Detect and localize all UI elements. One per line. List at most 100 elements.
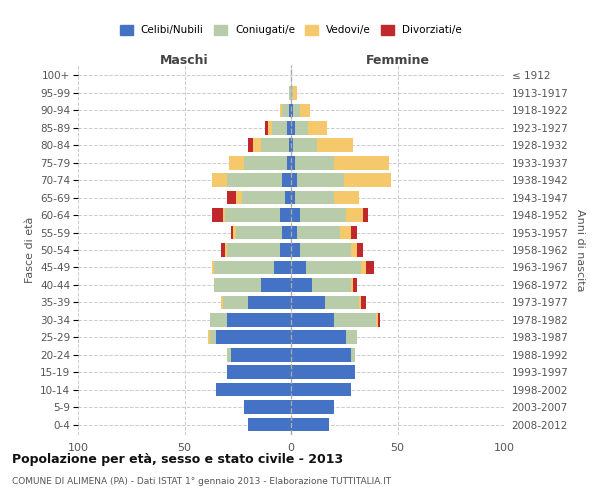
Bar [229, 156, 244, 170]
Bar [227, 348, 232, 362]
Bar [317, 138, 353, 152]
Bar [225, 208, 280, 222]
Bar [291, 313, 334, 326]
Bar [232, 348, 291, 362]
Bar [248, 138, 253, 152]
Bar [340, 226, 350, 239]
Text: Maschi: Maschi [160, 54, 209, 66]
Bar [227, 191, 236, 204]
Bar [212, 208, 223, 222]
Bar [291, 226, 298, 239]
Bar [291, 243, 299, 257]
Bar [295, 156, 334, 170]
Bar [346, 330, 357, 344]
Bar [217, 383, 291, 396]
Bar [227, 313, 291, 326]
Bar [291, 400, 334, 414]
Bar [291, 86, 293, 100]
Bar [227, 243, 280, 257]
Y-axis label: Fasce di età: Fasce di età [25, 217, 35, 283]
Bar [232, 226, 233, 239]
Bar [293, 138, 317, 152]
Bar [291, 383, 350, 396]
Bar [350, 278, 353, 291]
Bar [291, 366, 355, 379]
Bar [284, 191, 291, 204]
Bar [280, 208, 291, 222]
Bar [357, 243, 364, 257]
Bar [289, 104, 291, 117]
Bar [291, 191, 295, 204]
Bar [283, 226, 291, 239]
Bar [227, 366, 291, 379]
Bar [298, 226, 340, 239]
Bar [233, 226, 236, 239]
Bar [244, 156, 287, 170]
Bar [242, 191, 284, 204]
Bar [350, 243, 357, 257]
Bar [289, 86, 291, 100]
Bar [334, 313, 376, 326]
Bar [221, 296, 223, 309]
Bar [346, 208, 364, 222]
Bar [221, 243, 225, 257]
Bar [293, 86, 298, 100]
Bar [299, 208, 346, 222]
Bar [287, 121, 291, 134]
Bar [214, 260, 274, 274]
Bar [227, 174, 283, 187]
Bar [291, 296, 325, 309]
Bar [236, 226, 283, 239]
Bar [298, 174, 344, 187]
Bar [248, 418, 291, 432]
Bar [291, 348, 350, 362]
Bar [359, 296, 361, 309]
Bar [364, 208, 368, 222]
Bar [361, 260, 365, 274]
Bar [272, 121, 287, 134]
Bar [261, 138, 289, 152]
Bar [376, 313, 379, 326]
Bar [291, 330, 346, 344]
Bar [306, 260, 361, 274]
Bar [325, 296, 359, 309]
Bar [291, 278, 313, 291]
Bar [210, 313, 227, 326]
Bar [268, 121, 272, 134]
Bar [274, 260, 291, 274]
Bar [208, 330, 210, 344]
Text: Popolazione per età, sesso e stato civile - 2013: Popolazione per età, sesso e stato civil… [12, 452, 343, 466]
Bar [291, 418, 329, 432]
Bar [350, 348, 355, 362]
Bar [334, 191, 359, 204]
Bar [308, 121, 327, 134]
Bar [212, 174, 227, 187]
Bar [223, 296, 248, 309]
Bar [283, 174, 291, 187]
Bar [379, 313, 380, 326]
Bar [291, 260, 306, 274]
Bar [350, 226, 357, 239]
Legend: Celibi/Nubili, Coniugati/e, Vedovi/e, Divorziati/e: Celibi/Nubili, Coniugati/e, Vedovi/e, Di… [117, 22, 465, 38]
Bar [210, 330, 217, 344]
Bar [283, 104, 289, 117]
Y-axis label: Anni di nascita: Anni di nascita [575, 209, 585, 291]
Bar [293, 104, 299, 117]
Bar [248, 296, 291, 309]
Bar [299, 243, 350, 257]
Bar [289, 138, 291, 152]
Bar [299, 104, 310, 117]
Bar [212, 260, 214, 274]
Bar [295, 121, 308, 134]
Bar [225, 243, 227, 257]
Bar [295, 191, 334, 204]
Bar [361, 296, 365, 309]
Text: Femmine: Femmine [365, 54, 430, 66]
Bar [334, 156, 389, 170]
Bar [291, 156, 295, 170]
Bar [313, 278, 350, 291]
Bar [291, 138, 293, 152]
Bar [291, 121, 295, 134]
Bar [253, 138, 261, 152]
Bar [291, 174, 298, 187]
